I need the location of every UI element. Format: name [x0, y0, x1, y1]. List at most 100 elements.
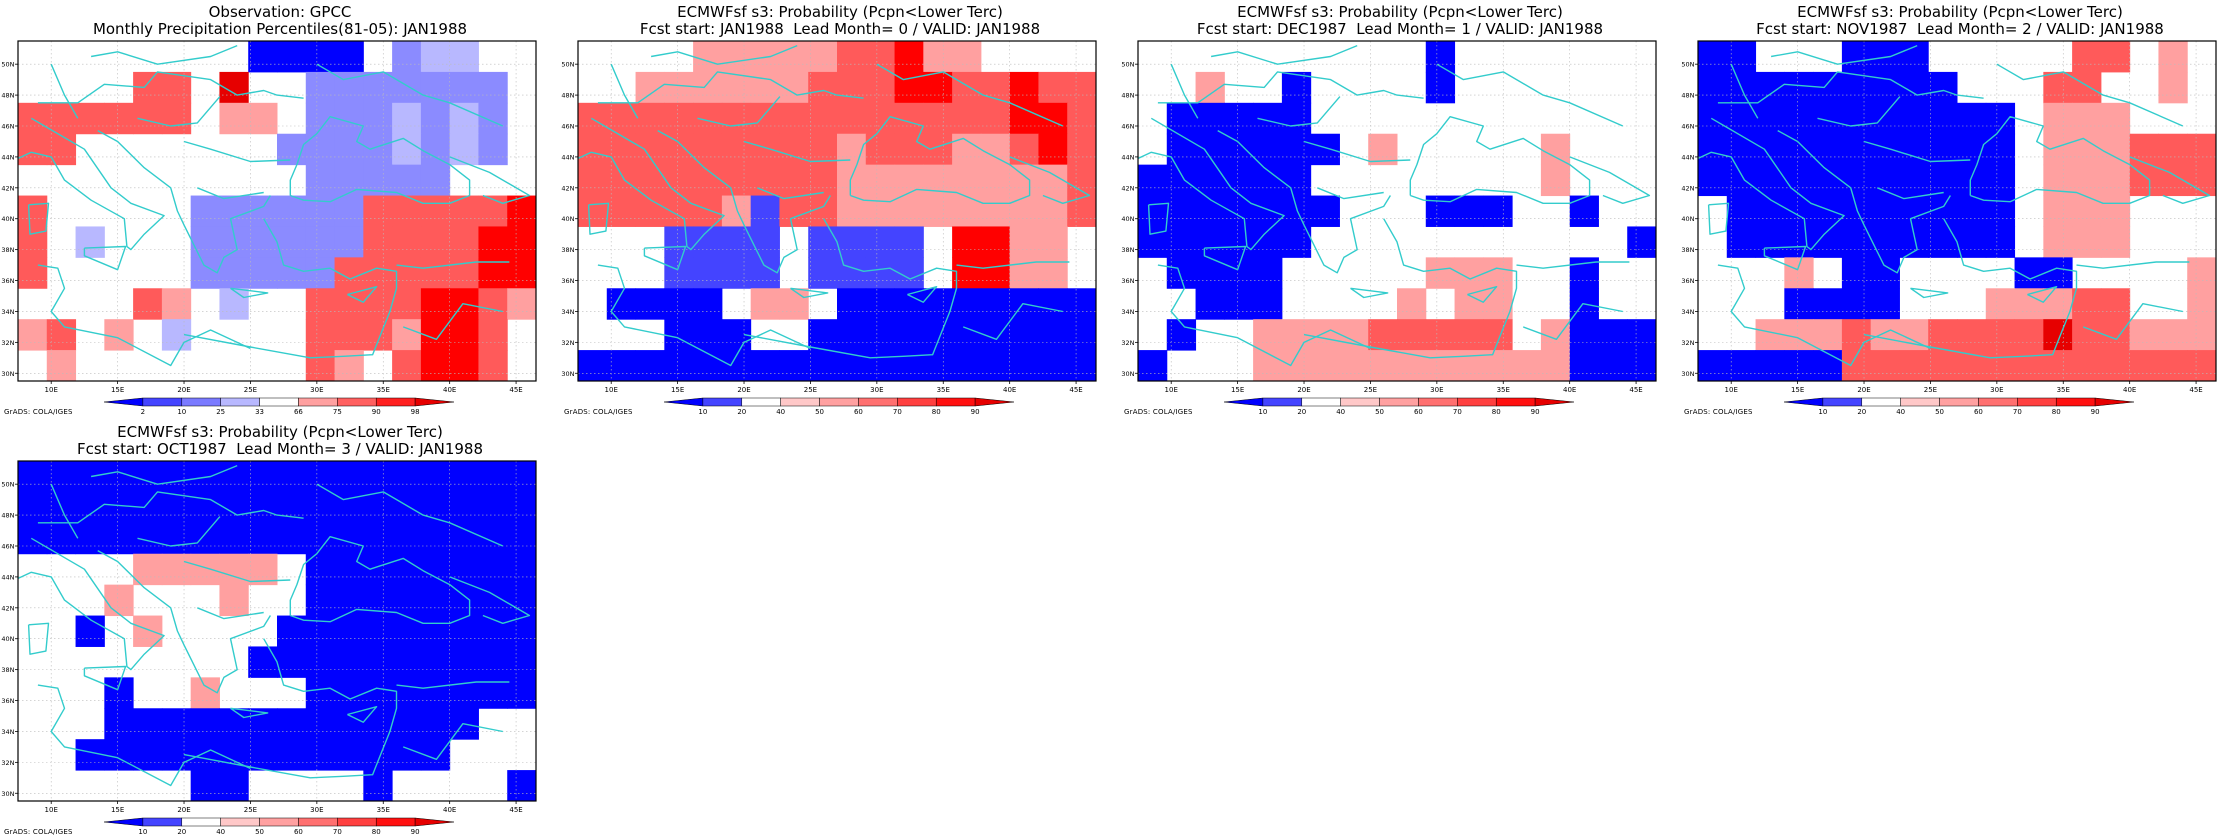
- shading-cell: [392, 646, 422, 678]
- shading-cell: [606, 164, 637, 197]
- panel-forecast-lead1: 10E 15E 20E 25E 30E 35E 40E 45E 30N 32N 34N 36N 38N 4…: [1120, 0, 1680, 420]
- shading-cell: [664, 164, 694, 197]
- shading-cell: [1166, 133, 1197, 166]
- shading-cell: [161, 553, 192, 586]
- colorbar-swatch: [1939, 397, 1979, 407]
- shading-cell: [219, 584, 249, 617]
- shading-layer: [578, 41, 1097, 382]
- lat-tick-label: 42N: [1, 604, 14, 612]
- map-forecast-lead3: 10E 15E 20E 25E 30E 35E 40E 45E 30N 32N 34N 36N 38N 4…: [0, 420, 560, 840]
- colorbar-swatch: [1379, 397, 1419, 407]
- lat-tick-label: 40N: [1, 215, 14, 223]
- shading-cell: [1310, 133, 1340, 166]
- shading-cell: [2014, 319, 2044, 351]
- colorbar-swatch: [935, 397, 976, 407]
- shading-cell: [635, 288, 665, 320]
- colorbar-swatch: [220, 397, 260, 407]
- shading-cell: [980, 257, 1011, 289]
- shading-cell: [161, 461, 192, 493]
- shading-cell: [420, 461, 451, 493]
- shading-cell: [1425, 41, 1456, 73]
- shading-cell: [1009, 71, 1039, 104]
- shading-cell: [277, 461, 307, 493]
- shading-cell: [952, 350, 982, 382]
- shading-cell: [1813, 319, 1843, 351]
- shading-cell: [693, 350, 723, 382]
- coastlines: [1131, 44, 1680, 367]
- shading-cell: [779, 350, 809, 382]
- shading-cell: [2043, 102, 2073, 135]
- colorbar-label: 80: [1492, 408, 1501, 416]
- lon-tick-label: 30E: [870, 386, 883, 394]
- shading-cell: [248, 553, 278, 586]
- shading-cell: [837, 164, 867, 197]
- shading-cell: [1195, 226, 1225, 258]
- shading-cell: [478, 71, 508, 104]
- map-frame: [17, 40, 537, 382]
- shading-cell: [46, 319, 77, 351]
- shading-cell: [1726, 195, 1757, 227]
- lat-tick-label: 30N: [1, 370, 14, 378]
- shading-cell: [1957, 226, 1987, 258]
- colorbar-label: 33: [255, 408, 264, 416]
- shading-cell: [664, 350, 694, 382]
- lat-tick-label: 50N: [1681, 61, 1694, 69]
- panel-forecast-lead2: 10E 15E 20E 25E 30E 35E 40E 45E 30N 32N 34N 36N 38N 4…: [1680, 0, 2240, 420]
- colorbar-label: 2: [141, 408, 145, 416]
- shading-cell: [865, 164, 896, 197]
- shading-cell: [392, 133, 422, 166]
- shading-cell: [1224, 288, 1254, 320]
- colorbar-swatch: [1340, 397, 1380, 407]
- shading-cell: [1425, 71, 1456, 104]
- shading-cell: [305, 226, 336, 258]
- shading-cell: [363, 288, 393, 320]
- shading-cell: [277, 615, 307, 647]
- shading-cell: [420, 522, 451, 555]
- shading-cell: [1841, 41, 1872, 73]
- shading-cell: [2072, 319, 2102, 351]
- shading-cell: [1726, 226, 1757, 258]
- shading-cell: [478, 288, 508, 320]
- shading-cell: [1726, 164, 1757, 197]
- shading-cell: [923, 319, 953, 351]
- shading-cell: [721, 133, 752, 166]
- colorbar-swatch: [1262, 397, 1303, 407]
- colorbar-label: 10: [138, 828, 147, 836]
- colorbar-label: 90: [1531, 408, 1540, 416]
- lat-tick-label: 46N: [561, 123, 574, 131]
- shading-cell: [1870, 350, 1900, 382]
- shading-cell: [420, 226, 451, 258]
- shading-cell: [721, 102, 752, 135]
- shading-layer: [1138, 41, 1657, 382]
- shading-cell: [363, 646, 393, 678]
- shading-cell: [1224, 226, 1254, 258]
- shading-cell: [449, 615, 479, 647]
- shading-cell: [1726, 41, 1757, 73]
- shading-cell: [837, 257, 867, 289]
- shading-cell: [1425, 350, 1456, 382]
- shading-cell: [721, 195, 752, 227]
- lat-tick-label: 46N: [1121, 123, 1134, 131]
- colorbar: 10 20 40 50 60 70 80 90: [1223, 397, 1575, 416]
- shading-cell: [478, 491, 508, 524]
- shading-cell: [190, 195, 220, 227]
- shading-cell: [133, 708, 163, 740]
- shading-cell: [1512, 350, 1542, 382]
- shading-cell: [1067, 319, 1097, 351]
- colorbar: 10 20 40 50 60 70 80 90: [103, 817, 455, 836]
- lat-tick-label: 38N: [1, 246, 14, 254]
- colorbar-swatch: [414, 397, 455, 407]
- shading-cell: [635, 195, 665, 227]
- colorbar-label: 60: [1974, 408, 1983, 416]
- shading-cell: [1166, 226, 1197, 258]
- lat-tick-label: 38N: [1681, 246, 1694, 254]
- lat-tick-label: 38N: [561, 246, 574, 254]
- lat-tick-label: 36N: [1, 277, 14, 285]
- shading-cell: [1166, 257, 1197, 289]
- shading-cell: [449, 522, 479, 555]
- shading-cell: [334, 226, 364, 258]
- shading-cell: [392, 491, 422, 524]
- shading-cell: [1985, 226, 2016, 258]
- shading-cell: [1009, 226, 1039, 258]
- shading-cell: [750, 195, 780, 227]
